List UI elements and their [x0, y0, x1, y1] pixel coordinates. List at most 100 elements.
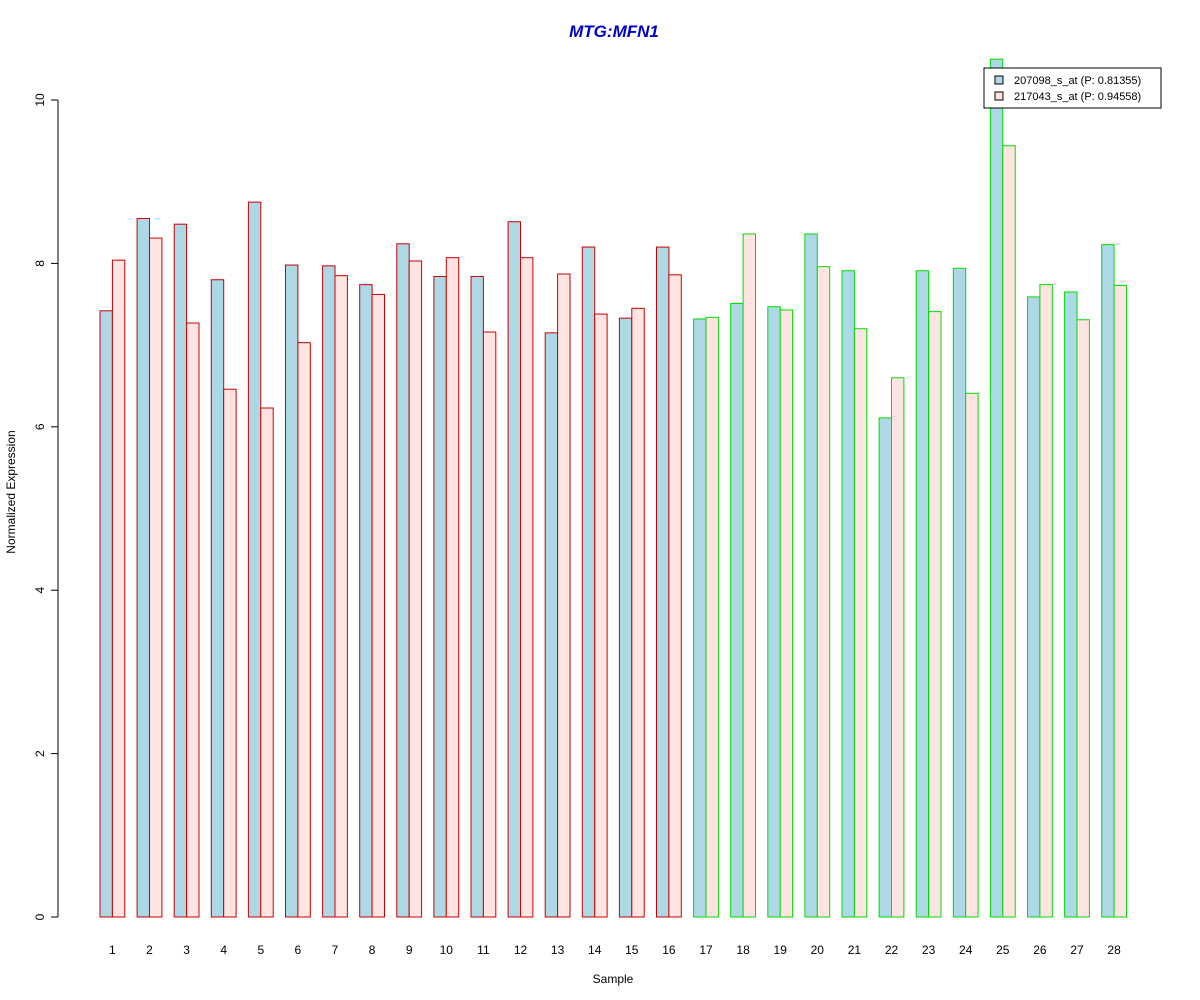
bar-sample-26-series-2	[1039, 284, 1053, 918]
x-tick-label: 27	[1070, 943, 1084, 957]
x-tick-label: 23	[922, 943, 936, 957]
x-tick-label: 15	[625, 943, 639, 957]
bar-sample-20-series-2	[816, 266, 831, 918]
x-tick-label: 8	[369, 943, 376, 957]
bar-sample-6-series-2	[297, 342, 311, 918]
bar-sample-10-series-1	[433, 275, 447, 918]
bar-sample-15-series-1	[618, 317, 633, 918]
y-tick-label: 0	[33, 913, 47, 920]
x-tick-label: 3	[183, 943, 190, 957]
bar-sample-1-series-2	[111, 259, 126, 918]
bar-sample-16-series-1	[656, 246, 670, 918]
bar-sample-14-series-2	[594, 313, 608, 918]
bar-sample-12-series-2	[520, 257, 534, 918]
x-tick-label: 25	[996, 943, 1010, 957]
x-tick-label: 6	[295, 943, 302, 957]
bar-sample-3-series-1	[173, 223, 188, 918]
bar-sample-18-series-2	[742, 233, 756, 918]
bar-sample-11-series-1	[470, 275, 484, 918]
legend-swatch	[994, 91, 1004, 101]
bar-sample-27-series-2	[1076, 319, 1090, 918]
x-axis-tick-labels: 1 2 3 4 5 6 7 8 9 10 11 12 13 14 15 16 17 18 19 20 21 22 23 24 2…	[109, 943, 1121, 957]
bar-sample-11-series-2	[482, 331, 497, 918]
bar-sample-23-series-1	[915, 270, 930, 918]
bar-sample-9-series-2	[408, 260, 423, 918]
x-tick-label: 13	[551, 943, 565, 957]
bar-sample-17-series-2	[705, 316, 719, 918]
x-tick-label: 1	[109, 943, 116, 957]
x-tick-label: 2	[146, 943, 153, 957]
bar-sample-13-series-1	[544, 332, 559, 918]
legend-label: 207098_s_at (P: 0.81355)	[1014, 75, 1141, 87]
bars	[99, 58, 1127, 918]
x-tick-label: 7	[332, 943, 339, 957]
legend: 207098_s_at (P: 0.81355) 217043_s_at (P: …	[983, 67, 1162, 109]
legend-box	[983, 67, 1162, 109]
bar-sample-1-series-1	[99, 310, 113, 918]
x-tick-label: 21	[848, 943, 862, 957]
bar-sample-28-series-1	[1101, 244, 1115, 918]
bar-sample-22-series-2	[891, 377, 905, 918]
x-tick-label: 9	[406, 943, 413, 957]
bar-sample-21-series-2	[853, 328, 868, 918]
x-tick-label: 28	[1107, 943, 1121, 957]
bar-sample-19-series-1	[767, 306, 781, 918]
bar-sample-20-series-1	[804, 233, 818, 918]
bar-sample-28-series-2	[1113, 284, 1127, 918]
x-tick-label: 5	[257, 943, 264, 957]
bar-sample-4-series-1	[210, 279, 225, 918]
x-tick-label: 12	[514, 943, 528, 957]
x-tick-label: 24	[959, 943, 973, 957]
x-tick-label: 18	[736, 943, 750, 957]
bar-sample-24-series-1	[952, 267, 967, 918]
x-tick-label: 20	[811, 943, 825, 957]
chart-title: MTG:MFN1	[569, 22, 659, 41]
bar-sample-15-series-2	[631, 307, 645, 918]
y-tick-label: 4	[33, 587, 47, 594]
bar-sample-14-series-1	[581, 246, 596, 918]
x-axis-label: Sample	[593, 972, 634, 986]
legend-swatch	[994, 75, 1004, 85]
y-axis-label: Normalized Expression	[4, 430, 18, 553]
bar-sample-5-series-1	[247, 201, 262, 918]
y-axis: 0 2 4 6 8 10	[33, 93, 59, 920]
x-tick-label: 22	[885, 943, 899, 957]
bar-sample-8-series-1	[359, 284, 373, 918]
x-tick-label: 16	[662, 943, 676, 957]
y-tick-label: 2	[33, 750, 47, 757]
bar-sample-16-series-2	[668, 274, 682, 918]
bar-sample-3-series-2	[186, 322, 200, 918]
bar-sample-21-series-1	[841, 270, 855, 918]
x-tick-label: 19	[774, 943, 788, 957]
bar-sample-25-series-1	[989, 58, 1004, 918]
bar-sample-6-series-1	[285, 264, 299, 918]
bar-sample-7-series-1	[322, 265, 336, 918]
bar-sample-17-series-1	[693, 318, 707, 918]
bar-sample-8-series-2	[371, 293, 386, 918]
bar-sample-18-series-1	[730, 302, 744, 918]
y-tick-label: 10	[33, 93, 47, 107]
bar-sample-2-series-2	[149, 237, 163, 918]
bar-sample-10-series-2	[445, 257, 460, 918]
legend-label: 217043_s_at (P: 0.94558)	[1014, 91, 1141, 103]
bar-sample-22-series-1	[878, 417, 892, 918]
x-tick-label: 10	[440, 943, 454, 957]
bar-sample-13-series-2	[557, 273, 571, 918]
bar-sample-5-series-2	[260, 407, 274, 918]
bar-sample-27-series-1	[1064, 291, 1078, 918]
x-tick-label: 11	[477, 943, 490, 957]
x-tick-label: 17	[699, 943, 713, 957]
bar-sample-24-series-2	[965, 392, 979, 918]
x-tick-label: 14	[588, 943, 602, 957]
bar-sample-4-series-2	[223, 388, 237, 918]
bar-sample-7-series-2	[334, 275, 348, 918]
bar-sample-19-series-2	[779, 309, 794, 918]
x-tick-label: 26	[1033, 943, 1047, 957]
bar-sample-12-series-1	[507, 221, 522, 918]
y-tick-label: 6	[33, 423, 47, 430]
y-tick-label: 8	[33, 260, 47, 267]
x-tick-label: 4	[220, 943, 227, 957]
bar-sample-2-series-1	[136, 217, 151, 918]
bar-sample-26-series-1	[1027, 296, 1041, 918]
